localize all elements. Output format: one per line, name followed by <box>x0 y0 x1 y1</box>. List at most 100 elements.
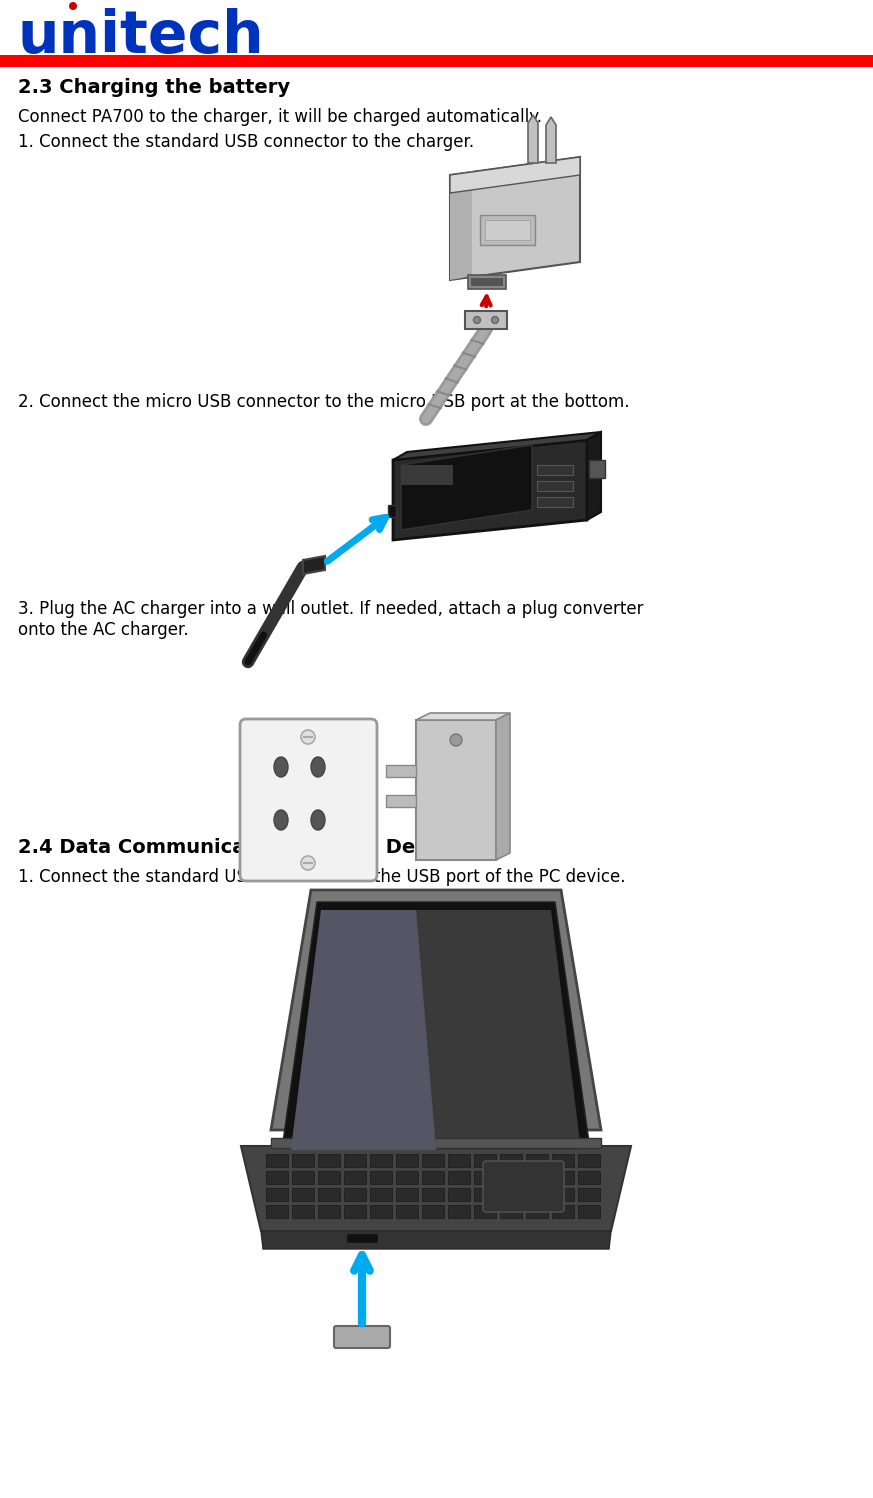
Bar <box>292 1188 314 1201</box>
Text: unitech: unitech <box>18 7 265 64</box>
Bar <box>318 1188 340 1201</box>
Bar <box>537 481 573 491</box>
Polygon shape <box>303 556 325 574</box>
Circle shape <box>301 855 315 870</box>
Polygon shape <box>401 464 453 485</box>
Bar <box>471 279 503 286</box>
Ellipse shape <box>311 756 325 777</box>
Polygon shape <box>450 157 580 193</box>
Bar <box>474 1204 496 1218</box>
Text: 2. Connect the micro USB connector to the micro USB port at the bottom.: 2. Connect the micro USB connector to th… <box>18 392 629 410</box>
Bar <box>422 1171 444 1183</box>
Polygon shape <box>393 440 587 539</box>
Polygon shape <box>450 171 472 280</box>
Text: 1. Connect the standard USB connector to the USB port of the PC device.: 1. Connect the standard USB connector to… <box>18 867 625 885</box>
Bar <box>396 1171 418 1183</box>
Polygon shape <box>283 902 589 1141</box>
Bar <box>526 1188 548 1201</box>
Polygon shape <box>416 721 496 860</box>
Bar <box>578 1204 600 1218</box>
Bar <box>370 1204 392 1218</box>
Bar <box>500 1204 522 1218</box>
Bar <box>344 1204 366 1218</box>
Bar <box>396 1204 418 1218</box>
Bar <box>552 1171 574 1183</box>
Polygon shape <box>450 157 580 280</box>
Bar <box>537 464 573 475</box>
Bar <box>422 1188 444 1201</box>
Circle shape <box>450 734 462 746</box>
Bar <box>370 1171 392 1183</box>
Bar <box>468 276 506 289</box>
Bar <box>500 1153 522 1167</box>
Bar <box>474 1171 496 1183</box>
FancyBboxPatch shape <box>240 719 377 881</box>
Polygon shape <box>465 312 507 330</box>
Bar <box>500 1188 522 1201</box>
Bar <box>500 1171 522 1183</box>
Polygon shape <box>528 115 538 163</box>
Text: 3. Plug the AC charger into a wall outlet. If needed, attach a plug converter
on: 3. Plug the AC charger into a wall outle… <box>18 601 643 638</box>
Bar <box>346 1233 378 1243</box>
Bar <box>552 1204 574 1218</box>
FancyBboxPatch shape <box>483 1161 564 1212</box>
Bar <box>589 460 605 478</box>
Text: 1. Connect the standard USB connector to the charger.: 1. Connect the standard USB connector to… <box>18 133 474 151</box>
Circle shape <box>301 730 315 745</box>
Bar <box>344 1188 366 1201</box>
Bar <box>292 1153 314 1167</box>
Bar <box>266 1204 288 1218</box>
Text: Connect PA700 to the charger, it will be charged automatically.: Connect PA700 to the charger, it will be… <box>18 108 542 126</box>
Bar <box>552 1153 574 1167</box>
Polygon shape <box>546 117 556 163</box>
FancyBboxPatch shape <box>334 1326 390 1348</box>
Bar <box>388 505 396 517</box>
Polygon shape <box>587 431 601 520</box>
Bar <box>552 1188 574 1201</box>
Bar <box>271 1138 601 1147</box>
Circle shape <box>69 1 77 10</box>
Ellipse shape <box>311 810 325 830</box>
Bar <box>318 1204 340 1218</box>
Polygon shape <box>291 909 436 1150</box>
Bar <box>474 1188 496 1201</box>
Bar <box>526 1153 548 1167</box>
Bar <box>448 1171 470 1183</box>
Bar <box>474 1153 496 1167</box>
Bar <box>0 55 873 67</box>
Polygon shape <box>386 765 416 777</box>
Polygon shape <box>401 445 532 530</box>
Polygon shape <box>271 890 601 1129</box>
Bar <box>318 1153 340 1167</box>
Bar <box>448 1188 470 1201</box>
Ellipse shape <box>274 810 288 830</box>
Text: 2.4 Data Communicating with PC Device: 2.4 Data Communicating with PC Device <box>18 837 459 857</box>
Polygon shape <box>386 795 416 807</box>
Bar <box>266 1153 288 1167</box>
Ellipse shape <box>491 316 498 324</box>
Bar <box>344 1153 366 1167</box>
Bar <box>578 1171 600 1183</box>
Ellipse shape <box>473 316 480 324</box>
Polygon shape <box>393 431 601 460</box>
Polygon shape <box>291 909 581 1150</box>
Bar <box>485 220 530 240</box>
Bar <box>266 1188 288 1201</box>
Polygon shape <box>416 713 510 721</box>
Bar <box>344 1171 366 1183</box>
Bar <box>578 1153 600 1167</box>
Text: 2.3 Charging the battery: 2.3 Charging the battery <box>18 78 290 97</box>
Polygon shape <box>241 1146 631 1231</box>
Bar <box>396 1153 418 1167</box>
Bar <box>422 1153 444 1167</box>
Polygon shape <box>496 713 510 860</box>
Bar <box>266 1171 288 1183</box>
Bar <box>292 1171 314 1183</box>
Bar <box>578 1188 600 1201</box>
Bar <box>448 1153 470 1167</box>
Bar <box>318 1171 340 1183</box>
Bar <box>448 1204 470 1218</box>
Bar <box>370 1188 392 1201</box>
Polygon shape <box>261 1231 611 1249</box>
Bar <box>292 1204 314 1218</box>
